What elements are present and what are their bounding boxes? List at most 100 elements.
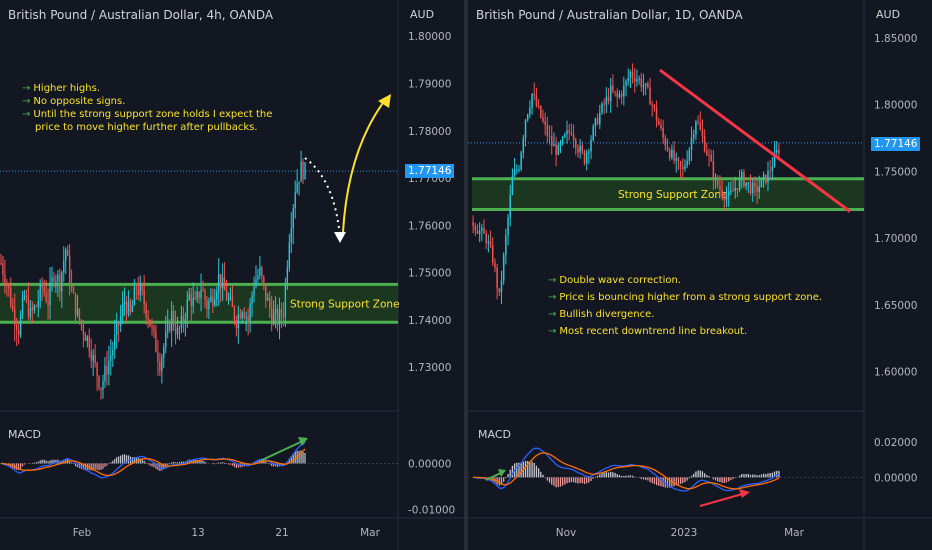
candle-body (706, 151, 708, 155)
candle-body (14, 309, 16, 326)
candle-body (6, 283, 8, 285)
candle-body (489, 241, 492, 246)
candle-body (773, 152, 776, 167)
candle-body (765, 174, 767, 183)
price-tick-label: 1.75000 (874, 166, 917, 178)
candle-body (25, 295, 28, 298)
price-tick-label: 1.60000 (874, 367, 917, 379)
candle-body (125, 302, 128, 315)
time-tick-label: Mar (360, 527, 380, 539)
candle-body (235, 319, 238, 329)
candle-body (771, 166, 774, 171)
candle-body (61, 272, 63, 292)
projection-up-path (342, 99, 386, 233)
candle-body (284, 283, 287, 317)
candle-body (219, 274, 222, 289)
candle-body (147, 316, 149, 320)
candle-body (37, 301, 39, 307)
candle-body (141, 285, 143, 291)
downtrend-line (659, 68, 851, 213)
candle-body (716, 177, 719, 186)
candle-body (206, 300, 208, 310)
candle-body (518, 169, 520, 171)
support-zone-label: Strong Support Zone (290, 298, 400, 310)
chart-4h-canvas[interactable]: Strong Support Zone 1.80000 1.79000 1.78000… (0, 0, 464, 550)
chart-1d-canvas[interactable]: Strong Support Zone 1.85000 1.80000 1.75000… (468, 0, 932, 550)
candle-body (775, 149, 778, 153)
candle-body (108, 360, 110, 375)
candle-body (63, 260, 65, 273)
candle-body (186, 299, 189, 320)
candle-body (210, 296, 212, 302)
candle-body (487, 241, 490, 244)
candle-body (159, 361, 161, 372)
price-tick-label: 1.74000 (408, 315, 451, 327)
candle-body (631, 71, 634, 78)
candle-body (668, 150, 671, 158)
candle-body (675, 158, 678, 161)
candle-body (623, 85, 625, 97)
candle-body (190, 294, 192, 307)
candle-body (184, 319, 187, 323)
candle-body (92, 354, 94, 361)
candle-body (68, 255, 71, 284)
candle-body (745, 182, 747, 187)
candle-body (245, 316, 247, 318)
candle-body (280, 309, 283, 316)
candle-body (564, 134, 566, 137)
candle-body (188, 294, 190, 300)
candle-body (516, 169, 518, 171)
candle-body (636, 79, 638, 82)
chart-title: British Pound / Australian Dollar, 1D, O… (476, 8, 743, 22)
candle-body (27, 297, 30, 317)
candle-body (494, 262, 496, 268)
candle-body (241, 312, 243, 319)
candle-body (231, 297, 234, 307)
candle-body (249, 304, 251, 321)
candle-body (754, 182, 756, 187)
candle-body (51, 277, 53, 283)
time-tick-label: 13 (191, 527, 204, 539)
candle-body (730, 190, 732, 193)
candle-body (294, 192, 296, 209)
last-price-tag: 1.77146 (871, 137, 921, 151)
candle-body (123, 302, 126, 305)
price-tick-label: 1.65000 (874, 300, 917, 312)
candle-body (84, 334, 87, 341)
candle-body (33, 305, 36, 311)
candle-body (723, 196, 726, 201)
candle-body (620, 94, 623, 97)
candle-body (638, 78, 640, 80)
candle-body (557, 144, 560, 155)
candle-body (261, 267, 263, 277)
candle-body (507, 217, 509, 236)
candle-body (255, 279, 257, 287)
candle-body (212, 296, 214, 306)
candle-body (225, 290, 228, 300)
candle-body (204, 290, 206, 301)
candle-body (727, 192, 730, 197)
candle-body (699, 122, 702, 130)
note-item: price to move higher further after pullb… (35, 122, 258, 133)
panel-divider[interactable] (464, 0, 468, 550)
note-item: → Most recent downtrend line breakout. (548, 326, 748, 337)
candle-body (561, 136, 564, 144)
candle-body (625, 80, 627, 86)
candle-body (520, 152, 522, 170)
candle-body (202, 289, 204, 291)
candle-body (647, 83, 649, 88)
candle-body (572, 134, 575, 140)
candle-body (583, 151, 586, 164)
candle-body (605, 96, 608, 105)
candle-body (302, 161, 304, 180)
candle-body (4, 274, 6, 284)
candle-body (725, 196, 728, 201)
candle-body (570, 132, 573, 135)
chart-panel-4h[interactable]: Strong Support Zone 1.80000 1.79000 1.78000… (0, 0, 464, 550)
chart-panel-1d[interactable]: Strong Support Zone 1.85000 1.80000 1.75000… (468, 0, 932, 550)
candle-body (59, 274, 61, 292)
candle-body (104, 365, 106, 381)
candle-body (688, 149, 691, 161)
candle-body (633, 77, 636, 82)
candle-body (292, 208, 294, 229)
